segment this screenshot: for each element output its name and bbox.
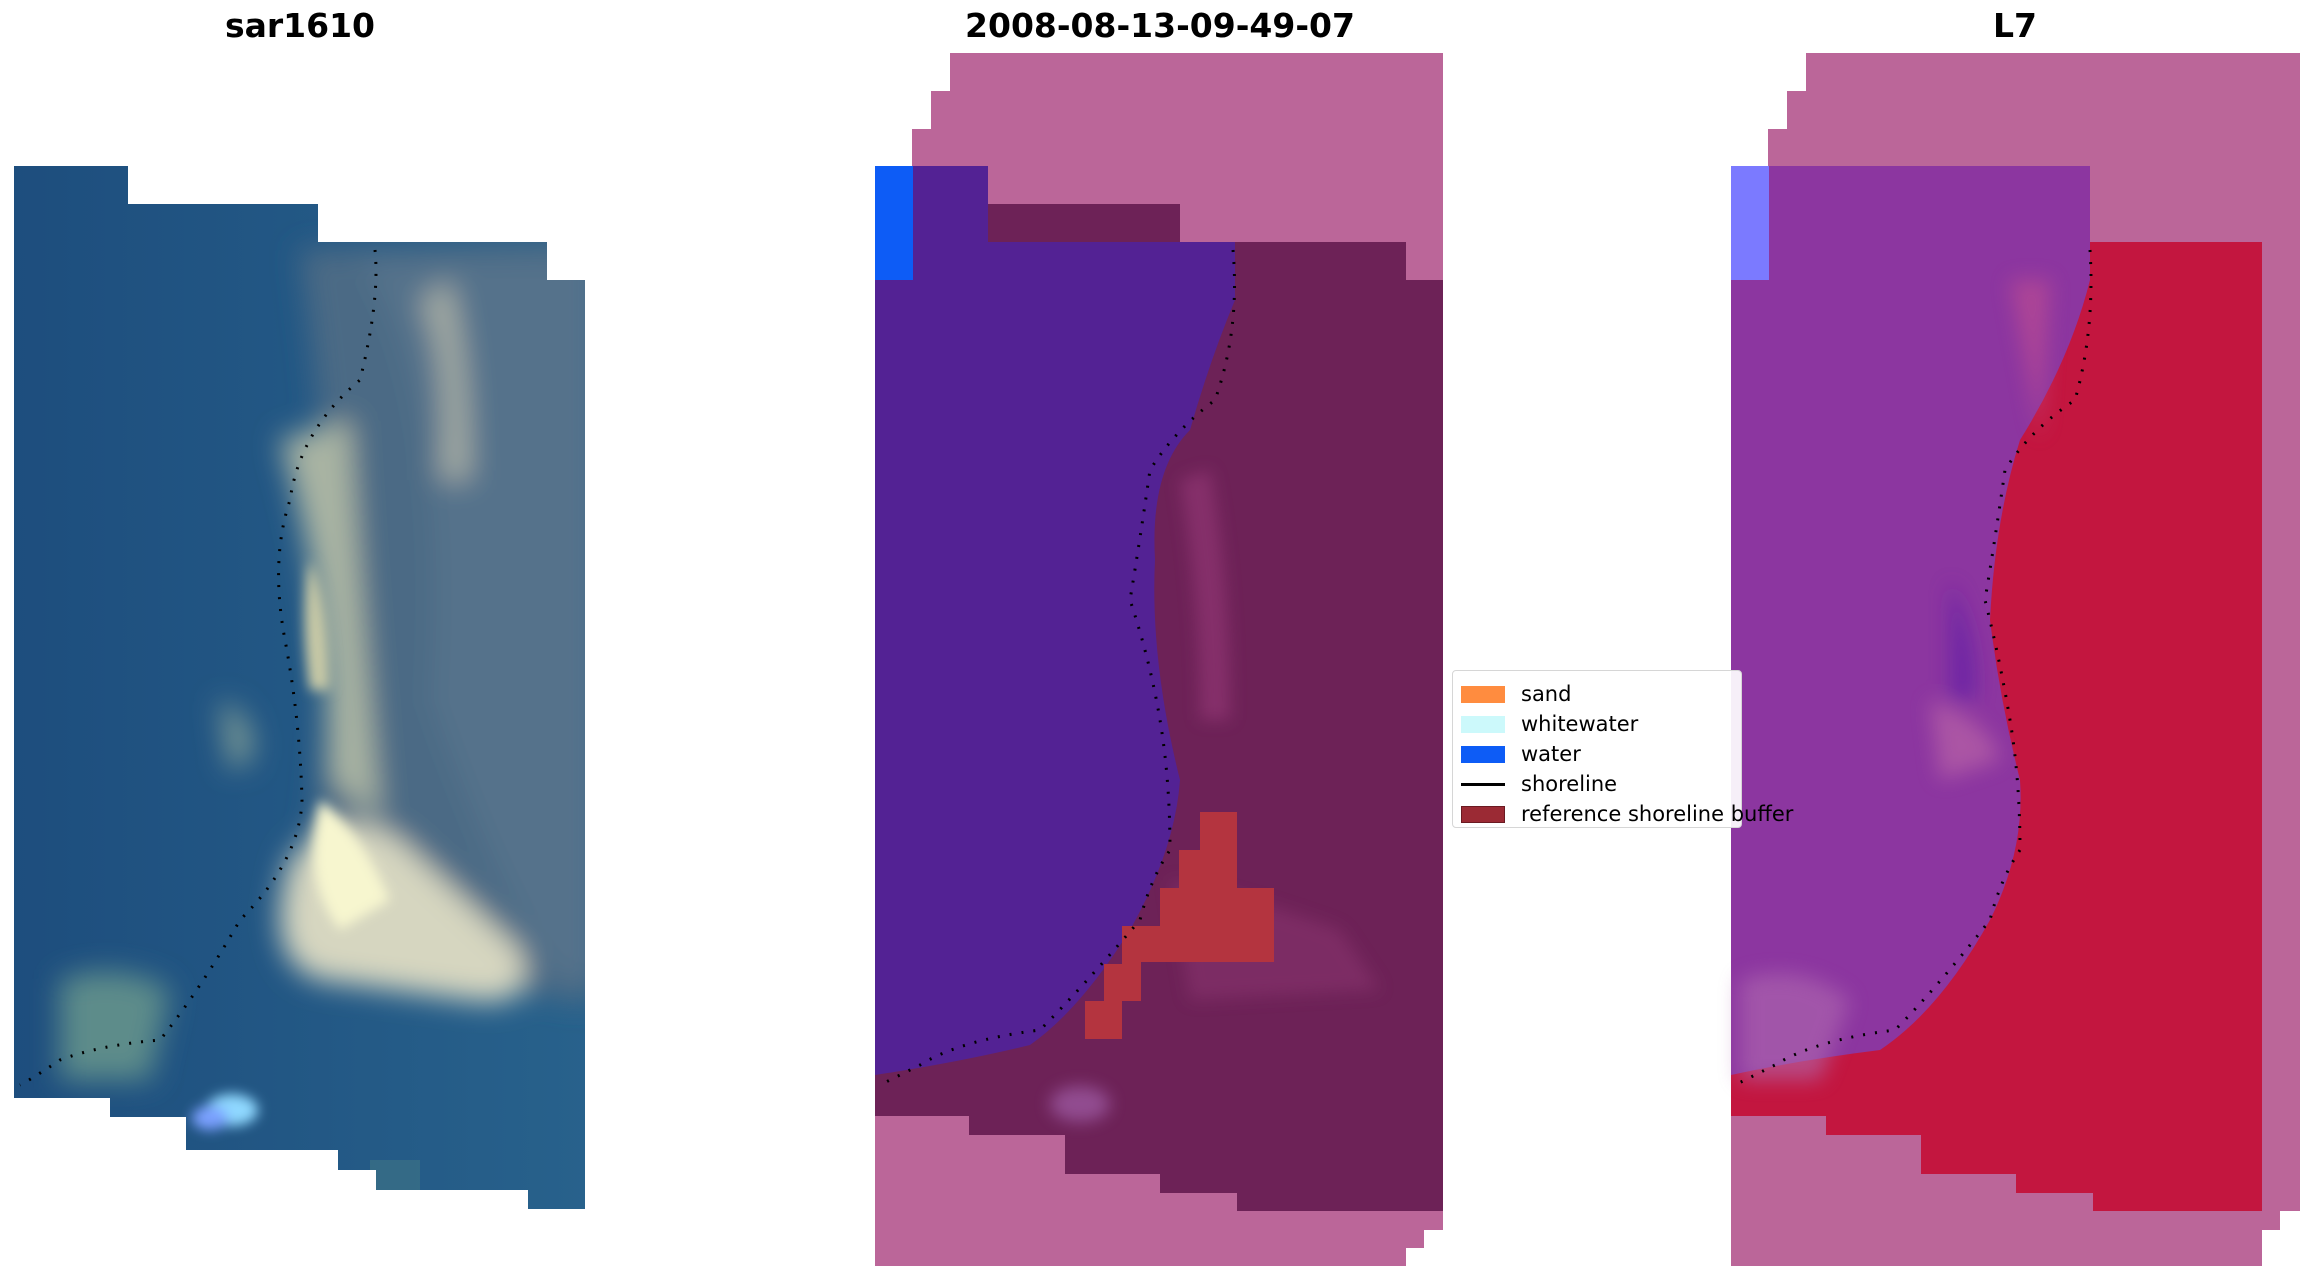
legend-label: whitewater: [1521, 712, 1639, 736]
water-patch: [875, 166, 913, 280]
panel-title-3: L7: [1993, 6, 2037, 45]
shoreline-dotted: [19, 249, 378, 1087]
panel-title-1: sar1610: [224, 6, 376, 45]
legend-label: reference shoreline buffer: [1521, 802, 1794, 826]
classified-water-region: [875, 242, 1235, 1075]
whitewater-swatch: [1461, 715, 1505, 733]
legend-item-whitewater: whitewater: [1461, 711, 1638, 737]
legend-item-reference-shoreline-buffer: reference shoreline buffer: [1461, 801, 1793, 827]
panel-title-2: 2008-08-13-09-49-07: [965, 6, 1355, 45]
legend-label: sand: [1521, 682, 1572, 706]
water-swatch: [1461, 745, 1505, 763]
legend: sand whitewater water shoreline referenc…: [1452, 670, 1793, 828]
legend-label: shoreline: [1521, 772, 1618, 796]
legend-label: water: [1521, 742, 1581, 766]
shoreline-line-icon: [1461, 782, 1505, 786]
legend-item-water: water: [1461, 741, 1581, 767]
reference-buffer-swatch: [1461, 805, 1505, 823]
sand-swatch: [1461, 685, 1505, 703]
legend-item-shoreline: shoreline: [1461, 771, 1617, 797]
legend-item-sand: sand: [1461, 681, 1571, 707]
prob-water-region: [1731, 166, 2090, 1075]
reference-shoreline-buffer: [1085, 812, 1274, 1039]
